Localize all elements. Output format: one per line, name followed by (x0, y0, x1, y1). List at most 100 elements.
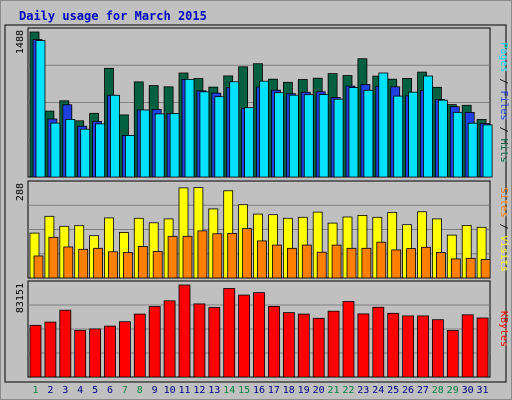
kbytes-panel: 83151 KBytes (15, 280, 509, 378)
kbytes-bar (208, 307, 221, 378)
pages-bar (452, 112, 463, 178)
x-tick-label: 10 (164, 385, 176, 396)
sites-bar (33, 255, 44, 279)
pages-bar (125, 135, 135, 178)
legend-separator: / (498, 121, 509, 139)
sites-bar (167, 235, 178, 279)
sites-bar (286, 247, 297, 279)
kbytes-bar (89, 328, 101, 378)
sites-bar (346, 247, 357, 279)
pages-bar (110, 94, 120, 178)
x-tick-label: 24 (372, 385, 384, 396)
pages-bar (184, 79, 195, 178)
kbytes-bar (148, 306, 161, 378)
legend-sites: Sites (498, 187, 509, 217)
kbytes-bar (59, 309, 72, 378)
kbytes-bar (163, 300, 176, 378)
legend-files: Files (498, 90, 509, 120)
kbytes-bar (178, 284, 191, 378)
sites-bar (137, 245, 148, 279)
pages-bar (288, 94, 299, 178)
pages-bar (154, 113, 165, 178)
pages-bar (482, 124, 493, 178)
x-tick-label: 25 (387, 385, 399, 396)
sites-bar (331, 244, 342, 279)
x-tick-label: 3 (62, 385, 68, 396)
pages-bar (259, 80, 269, 178)
kbytes-bar (312, 317, 325, 378)
kbytes-bar (238, 294, 251, 378)
x-tick-label: 8 (137, 385, 143, 396)
sites-bar (63, 246, 74, 279)
kbytes-bar (387, 312, 400, 378)
x-tick-label: 21 (327, 385, 339, 396)
sites-bar (227, 232, 238, 279)
pages-bar (467, 122, 478, 178)
kbytes-bar (476, 317, 489, 378)
legend-separator: / (498, 72, 509, 90)
x-tick-label: 29 (447, 385, 459, 396)
pages-bar (199, 91, 210, 178)
visits-panel-legend: Sites / Visits (498, 187, 509, 271)
x-tick-label: 17 (268, 385, 280, 396)
sites-bar (406, 248, 417, 279)
x-tick-label: 4 (77, 385, 83, 396)
pages-bar (378, 72, 389, 178)
x-tick-label: 28 (432, 385, 444, 396)
pages-bar (50, 122, 61, 178)
pages-bar (65, 119, 76, 178)
pages-bar (318, 94, 329, 178)
sites-bar (242, 228, 253, 279)
legend-pages: Pages (498, 42, 509, 72)
x-tick-label: 31 (476, 385, 488, 396)
pages-bar (80, 128, 91, 178)
x-tick-label: 1 (32, 385, 38, 396)
pages-bar (393, 95, 404, 178)
pages-bar (274, 92, 284, 178)
kbytes-panel-max-label: 83151 (15, 283, 26, 313)
x-tick-label: 18 (283, 385, 295, 396)
kbytes-bar (282, 312, 295, 378)
kbytes-bar (402, 315, 415, 378)
sites-bar (123, 252, 133, 279)
legend-separator: / (498, 217, 509, 235)
chart-title: Daily usage for March 2015 (19, 9, 207, 23)
kbytes-bar (223, 288, 236, 378)
sites-bar (435, 252, 446, 279)
x-tick-label: 5 (92, 385, 98, 396)
x-tick-label: 6 (107, 385, 113, 396)
kbytes-bar (193, 303, 206, 378)
kbytes-bar (327, 310, 340, 378)
kbytes-panel-legend: KBytes (498, 311, 509, 347)
kbytes-bar (133, 313, 146, 378)
pages-bar (408, 91, 419, 178)
pages-bar (244, 107, 255, 178)
sites-bar (197, 230, 208, 279)
pages-bar (423, 75, 433, 178)
sites-bar (316, 251, 327, 279)
legend-visits: Visits (498, 236, 509, 272)
sites-bar (257, 240, 267, 279)
sites-bar (301, 244, 312, 279)
hits-panel: 1488 Pages / Files / Hits (15, 27, 509, 178)
sites-bar (272, 244, 282, 279)
pages-bar (303, 94, 314, 178)
sites-bar (391, 249, 402, 279)
x-tick-label: 19 (298, 385, 310, 396)
x-tick-label: 26 (402, 385, 414, 396)
pages-bar (139, 109, 150, 178)
x-tick-label: 30 (462, 385, 474, 396)
sites-bar (93, 247, 103, 279)
hits-panel-max-label: 1488 (15, 30, 26, 54)
hits-panel-legend: Pages / Files / Hits (498, 42, 509, 162)
kbytes-bar (342, 301, 355, 378)
x-tick-label: 12 (193, 385, 205, 396)
kbytes-bar (417, 315, 429, 378)
pages-bar (333, 98, 344, 178)
x-tick-label: 14 (223, 385, 235, 396)
kbytes-bar (74, 329, 87, 378)
kbytes-bar (44, 321, 57, 378)
kbytes-bar (431, 319, 444, 378)
x-tick-label: 23 (357, 385, 369, 396)
